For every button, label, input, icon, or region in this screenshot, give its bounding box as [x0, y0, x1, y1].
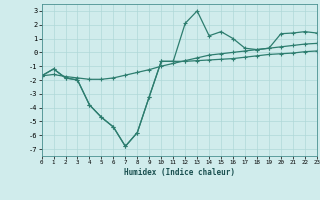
X-axis label: Humidex (Indice chaleur): Humidex (Indice chaleur)	[124, 168, 235, 177]
